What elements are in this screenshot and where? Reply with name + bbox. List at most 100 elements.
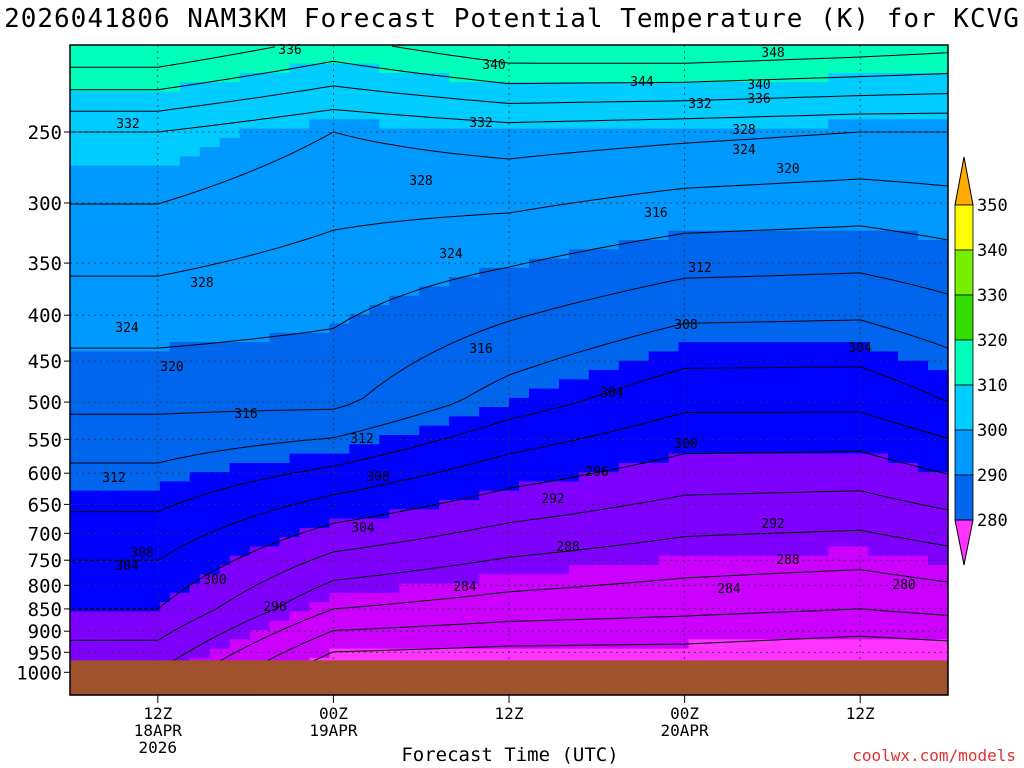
field-cell	[688, 565, 700, 575]
field-cell	[618, 435, 630, 445]
field-cell	[568, 546, 580, 557]
field-cell	[409, 165, 420, 176]
field-cell	[698, 435, 710, 445]
field-cell	[99, 202, 111, 213]
field-cell	[718, 165, 730, 176]
field-cell	[279, 100, 291, 111]
field-cell	[419, 249, 430, 260]
field-cell	[648, 648, 660, 659]
field-cell	[648, 45, 660, 55]
field-cell	[379, 156, 390, 167]
field-cell	[389, 620, 400, 631]
field-cell	[618, 472, 630, 482]
field-cell	[638, 165, 650, 176]
field-cell	[329, 500, 340, 510]
field-cell	[529, 620, 540, 631]
field-cell	[70, 295, 81, 306]
field-cell	[149, 462, 161, 473]
field-cell	[70, 527, 81, 538]
field-cell	[129, 332, 141, 343]
field-cell	[489, 490, 500, 501]
field-cell	[189, 407, 201, 417]
field-cell	[519, 555, 530, 566]
field-cell	[738, 416, 750, 427]
field-cell	[628, 602, 640, 612]
field-cell	[558, 91, 570, 102]
field-cell	[149, 472, 161, 482]
field-cell	[80, 82, 91, 92]
field-cell	[459, 295, 470, 306]
field-cell	[289, 379, 301, 390]
field-cell	[189, 472, 201, 482]
field-cell	[748, 351, 760, 362]
field-cell	[568, 518, 580, 529]
field-cell	[429, 202, 440, 213]
field-cell	[409, 509, 420, 520]
field-cell	[329, 305, 340, 315]
field-cell	[339, 481, 350, 492]
field-cell	[179, 565, 191, 575]
field-cell	[578, 370, 590, 380]
field-cell	[728, 444, 740, 455]
field-cell	[299, 481, 311, 492]
field-cell	[538, 435, 550, 445]
field-cell	[209, 258, 221, 269]
field-cell	[648, 518, 660, 529]
field-cell	[249, 128, 261, 139]
field-cell	[768, 100, 779, 111]
field-cell	[509, 295, 520, 306]
field-cell	[329, 54, 340, 65]
field-cell	[678, 379, 690, 390]
field-cell	[658, 360, 670, 371]
field-cell	[329, 193, 340, 204]
field-cell	[469, 249, 480, 260]
field-cell	[419, 416, 430, 427]
field-cell	[279, 82, 291, 92]
field-cell	[309, 193, 321, 204]
field-cell	[99, 100, 111, 111]
field-cell	[648, 444, 660, 455]
field-cell	[708, 574, 720, 585]
field-cell	[668, 527, 680, 538]
field-cell	[758, 82, 769, 92]
field-cell	[509, 175, 520, 185]
field-cell	[628, 295, 640, 306]
field-cell	[199, 295, 211, 306]
field-cell	[179, 295, 191, 306]
field-cell	[259, 193, 271, 204]
field-cell	[489, 425, 500, 436]
field-cell	[708, 500, 720, 510]
field-cell	[139, 490, 151, 501]
field-cell	[738, 54, 750, 65]
field-cell	[538, 620, 550, 631]
field-cell	[109, 230, 121, 241]
field-cell	[509, 370, 520, 380]
field-cell	[119, 592, 131, 603]
field-cell	[548, 630, 560, 640]
field-cell	[329, 537, 340, 547]
field-cell	[748, 295, 760, 306]
field-cell	[99, 110, 111, 120]
field-cell	[479, 119, 490, 130]
field-cell	[319, 267, 330, 278]
field-cell	[219, 110, 231, 120]
field-cell	[648, 202, 660, 213]
field-cell	[598, 332, 610, 343]
field-cell	[529, 462, 540, 473]
field-cell	[698, 314, 710, 325]
field-cell	[299, 91, 311, 102]
field-cell	[479, 397, 490, 408]
field-cell	[119, 490, 131, 501]
field-cell	[219, 555, 231, 566]
field-cell	[648, 379, 660, 390]
field-cell	[119, 360, 131, 371]
field-cell	[299, 602, 311, 612]
field-cell	[189, 425, 201, 436]
field-cell	[349, 45, 360, 55]
field-cell	[119, 462, 131, 473]
field-cell	[598, 416, 610, 427]
field-cell	[99, 546, 111, 557]
field-cell	[439, 500, 450, 510]
field-cell	[758, 286, 769, 297]
field-cell	[199, 370, 211, 380]
